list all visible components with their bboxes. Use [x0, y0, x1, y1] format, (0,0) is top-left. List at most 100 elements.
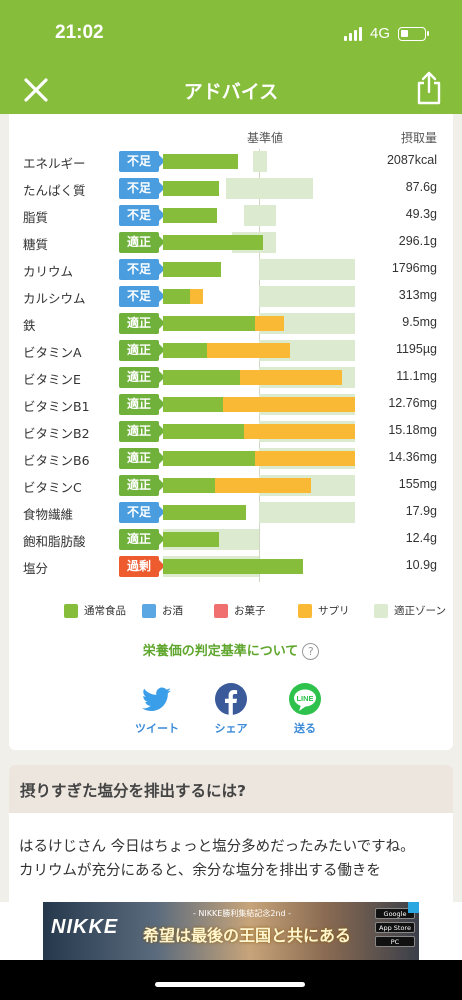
supplement-intake-bar	[244, 424, 355, 439]
legend-swatch	[214, 603, 228, 618]
battery-icon	[398, 26, 429, 41]
nutrient-name: たんぱく質	[23, 183, 86, 198]
intake-value: 2087kcal	[386, 153, 437, 167]
intake-value: 9.5mg	[402, 315, 437, 329]
line-send-button[interactable]: LINE 送る	[265, 682, 345, 736]
line-icon: LINE	[289, 683, 321, 715]
intake-value: 17.9g	[405, 504, 437, 518]
nutrient-name: ビタミンB6	[23, 453, 90, 468]
status-time: 21:02	[55, 22, 104, 43]
criteria-link[interactable]: 栄養価の判定基準について?	[9, 640, 453, 660]
close-icon[interactable]	[22, 76, 50, 104]
signal-icon	[343, 26, 362, 41]
twitter-icon	[142, 687, 171, 711]
advice-line: はるけじさん 今日はちょっと塩分多めだったみたいですね。	[19, 839, 415, 855]
share-icon[interactable]	[414, 70, 444, 106]
intake-value: 15.18mg	[388, 423, 437, 437]
supplement-intake-bar	[240, 370, 342, 385]
ad-image[interactable]: NIKKE - NIKKE勝利集結記念2nd - 希望は最後の王国と共にある G…	[43, 902, 419, 960]
intake-value: 10.9g	[405, 558, 437, 572]
nutrition-card: 基準値 摂取量 エネルギー 不足 2087kcal たんぱく質 不足 87.6g 脂質 不足 4…	[9, 114, 453, 750]
nutrient-name: エネルギー	[23, 156, 86, 171]
food-intake-bar	[163, 289, 190, 304]
nutrient-row: 鉄 適正 9.5mg	[9, 310, 453, 337]
line-logo-text: LINE	[296, 694, 313, 703]
advice-title: 摂りすぎた塩分を排出するには?	[20, 782, 246, 800]
status-badge: 適正	[119, 529, 165, 550]
nav-bar: アドバイス	[0, 66, 462, 114]
nutrient-name: ビタミンB1	[23, 399, 90, 414]
legend-item: お酒	[142, 603, 183, 618]
facebook-share-button[interactable]: シェア	[191, 682, 271, 736]
intake-value: 1796mg	[391, 261, 437, 275]
legend-label: お酒	[162, 605, 183, 617]
advice-body: はるけじさん 今日はちょっと塩分多めだったみたいですね。 カリウムが充分にあると、…	[9, 813, 453, 902]
pc-badge: PC	[375, 936, 415, 947]
nutrient-row: ビタミンE 適正 11.1mg	[9, 364, 453, 391]
food-intake-bar	[163, 559, 303, 574]
legend-label: お菓子	[234, 605, 266, 617]
optimal-zone	[259, 502, 355, 523]
legend-label: 通常食品	[84, 605, 126, 617]
nutrient-row: カリウム 不足 1796mg	[9, 256, 453, 283]
food-intake-bar	[163, 370, 240, 385]
nutrient-row: カルシウム 不足 313mg	[9, 283, 453, 310]
food-intake-bar	[163, 451, 255, 466]
criteria-link-label[interactable]: 栄養価の判定基準について	[142, 644, 299, 659]
status-badge: 不足	[119, 205, 165, 226]
nutrient-name: 飽和脂肪酸	[23, 534, 86, 549]
line-send-label: 送る	[294, 722, 316, 735]
nutrient-row: ビタミンC 適正 155mg	[9, 472, 453, 499]
intake-value: 49.3g	[405, 207, 437, 221]
status-badge: 適正	[119, 394, 165, 415]
supplement-intake-bar	[190, 289, 203, 304]
nutrient-row: 飽和脂肪酸 適正 12.4g	[9, 526, 453, 553]
legend-item: 適正ゾーン	[374, 603, 446, 618]
home-bar-area	[0, 960, 462, 1000]
nutrient-row: 糖質 適正 296.1g	[9, 229, 453, 256]
help-icon[interactable]: ?	[302, 643, 320, 660]
nutrient-name: ビタミンC	[23, 480, 82, 495]
nutrient-name: 塩分	[23, 561, 49, 576]
reference-line	[259, 149, 260, 582]
optimal-zone	[259, 286, 355, 307]
status-badge: 適正	[119, 313, 165, 334]
nutrient-name: ビタミンE	[23, 372, 81, 387]
legend-label: サプリ	[318, 605, 350, 617]
advice-line: カリウムが充分にあると、余分な塩分を排出する働きを	[19, 863, 381, 879]
ad-choices-icon[interactable]	[408, 902, 419, 913]
advice-text: はるけじさん 今日はちょっと塩分多めだったみたいですね。 カリウムが充分にあると、…	[19, 835, 444, 883]
nutrient-name: 鉄	[23, 318, 36, 333]
nutrient-name: 食物繊維	[23, 507, 74, 522]
supplement-intake-bar	[207, 343, 290, 358]
food-intake-bar	[163, 343, 207, 358]
status-badge: 不足	[119, 178, 165, 199]
food-intake-bar	[163, 262, 221, 277]
intake-value: 313mg	[398, 288, 437, 302]
status-badge: 不足	[119, 286, 165, 307]
optimal-zone	[259, 259, 355, 280]
nutrient-row: 脂質 不足 49.3g	[9, 202, 453, 229]
legend-item: 通常食品	[64, 603, 126, 618]
status-badge: 不足	[119, 259, 165, 280]
nutrient-row: たんぱく質 不足 87.6g	[9, 175, 453, 202]
legend-swatch	[64, 603, 78, 618]
intake-value: 11.1mg	[396, 369, 437, 383]
food-intake-bar	[163, 316, 255, 331]
status-badge: 適正	[119, 448, 165, 469]
home-indicator[interactable]	[155, 982, 305, 987]
intake-value: 14.36mg	[388, 450, 437, 464]
tweet-button[interactable]: ツイート	[117, 682, 197, 736]
intake-value: 296.1g	[398, 234, 437, 248]
legend-swatch	[374, 603, 388, 618]
intake-value: 155mg	[398, 477, 437, 491]
supplement-intake-bar	[255, 316, 284, 331]
app-store-badge: App Store	[375, 922, 415, 933]
status-badge: 適正	[119, 367, 165, 388]
optimal-zone	[243, 205, 277, 226]
supplement-intake-bar	[215, 478, 311, 493]
ad-subtitle: - NIKKE勝利集結記念2nd -	[193, 909, 291, 918]
legend-swatch	[142, 603, 156, 618]
nutrient-row: ビタミンB2 適正 15.18mg	[9, 418, 453, 445]
ad-banner[interactable]: NIKKE - NIKKE勝利集結記念2nd - 希望は最後の王国と共にある G…	[0, 902, 462, 960]
